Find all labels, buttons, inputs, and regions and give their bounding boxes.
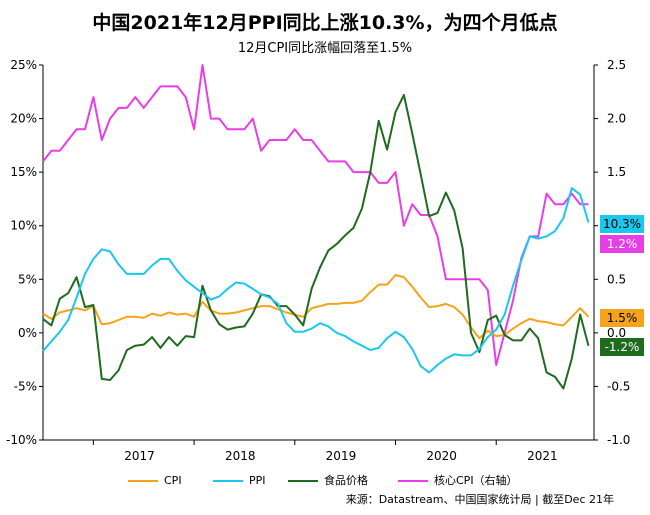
ppi-line xyxy=(42,187,590,374)
y-left-tick-label: 15% xyxy=(10,165,37,179)
legend: CPI PPI 食品价格 核心CPI（右轴） xyxy=(0,474,650,488)
legend-label-cpi: CPI xyxy=(164,474,182,487)
x-tick-label: 2018 xyxy=(225,449,256,463)
y-right-tick-label: -1.0 xyxy=(607,433,630,447)
cpi-end-label-text: 1.5% xyxy=(607,311,638,325)
y-left-tick-label: -10% xyxy=(6,433,37,447)
ppi-end-label-box xyxy=(600,215,644,233)
x-tick-label: 2019 xyxy=(326,449,357,463)
y-left-tick-label: 25% xyxy=(10,58,37,72)
y-right-tick-label: 1.5 xyxy=(607,165,626,179)
y-right-tick-label: 0.5 xyxy=(607,272,626,286)
food-end-label-text: -1.2% xyxy=(605,340,640,354)
y-right-tick-label: 2.5 xyxy=(607,58,626,72)
y-left-tick-label: 0% xyxy=(18,326,37,340)
chart-title: 中国2021年12月PPI同比上涨10.3%，为四个月低点 xyxy=(92,12,558,34)
legend-label-ppi: PPI xyxy=(249,474,266,487)
cpi-line xyxy=(42,274,590,340)
legend-label-food: 食品价格 xyxy=(324,474,368,487)
core-cpi-end-label-text: 1.2% xyxy=(607,237,638,251)
legend-swatch-core-cpi xyxy=(398,480,428,482)
legend-swatch-cpi xyxy=(128,480,158,482)
core-cpi-end-label: 1.2% xyxy=(600,235,644,253)
cpi-end-label-box xyxy=(600,309,644,327)
y-right-tick-label: 0.0 xyxy=(607,326,626,340)
ppi-end-label: 10.3% xyxy=(600,215,644,233)
core-cpi-end-label-box xyxy=(600,235,644,253)
x-tick-label: 2021 xyxy=(527,449,558,463)
chart-subtitle: 12月CPI同比涨幅回落至1.5% xyxy=(237,41,413,56)
x-tick-label: 2017 xyxy=(124,449,155,463)
food-price-line xyxy=(42,94,590,390)
x-tick-label: 2020 xyxy=(426,449,457,463)
legend-label-core-cpi: 核心CPI（右轴） xyxy=(434,474,518,487)
legend-swatch-food xyxy=(288,480,318,482)
core-cpi-line xyxy=(42,64,589,366)
y-left-tick-label: 20% xyxy=(10,112,37,126)
source-note: 来源：Datastream、中国国家统计局 | 截至Dec 21年 xyxy=(345,493,614,506)
y-left-tick-label: 10% xyxy=(10,219,37,233)
y-right-tick-label: 2.0 xyxy=(607,112,626,126)
food-end-label-box xyxy=(600,338,644,356)
line-chart: 25%20%15%10%5%0%-5%-10%2.52.01.51.00.50.… xyxy=(6,58,644,463)
ppi-end-label-text: 10.3% xyxy=(603,217,641,231)
legend-swatch-ppi xyxy=(213,480,243,482)
food-end-label: -1.2% xyxy=(600,338,644,356)
y-left-tick-label: -5% xyxy=(14,379,37,393)
y-right-tick-label: -0.5 xyxy=(607,379,630,393)
y-left-tick-label: 5% xyxy=(18,272,37,286)
cpi-end-label: 1.5% xyxy=(600,309,644,327)
